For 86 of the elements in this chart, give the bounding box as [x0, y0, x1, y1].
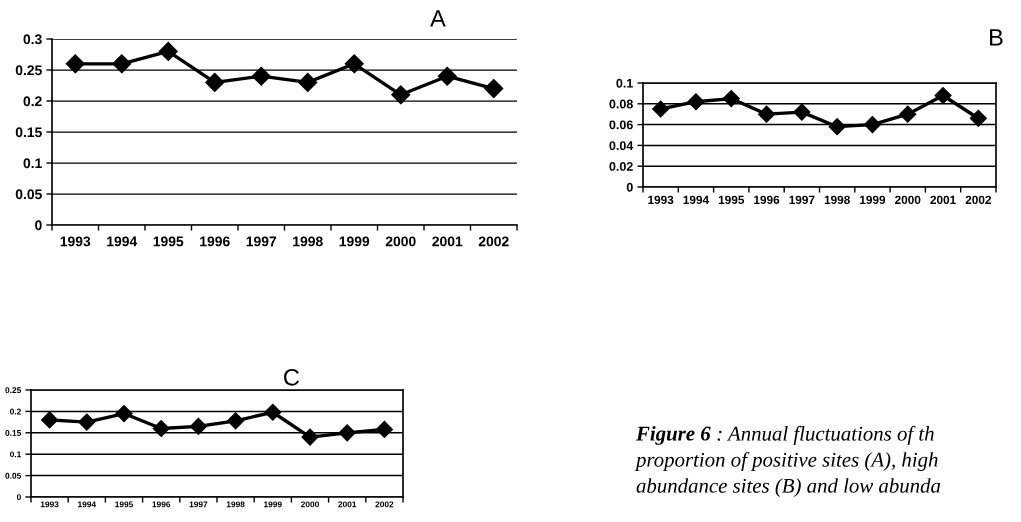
- x-tick-label: 1998: [226, 501, 245, 508]
- x-tick-label: 1998: [293, 236, 323, 247]
- y-tick-label: 0.2: [23, 96, 42, 107]
- point: [338, 424, 356, 442]
- y-tick-label: 0: [626, 182, 633, 192]
- text: : Annual fluctuations of th: [717, 425, 934, 445]
- chart-title: A: [430, 10, 446, 27]
- x-tick-label: 1996: [152, 501, 171, 508]
- x-tick-label: 2001: [930, 195, 956, 204]
- x-tick-label: 1993: [60, 236, 91, 247]
- point: [969, 109, 987, 127]
- x-tick-label: 2002: [478, 236, 509, 247]
- point: [115, 404, 133, 423]
- point: [65, 54, 85, 74]
- x-tick-label: 1995: [718, 195, 745, 204]
- point: [437, 66, 457, 86]
- y-tick-label: 0.1: [616, 78, 633, 88]
- chart-title: B: [990, 29, 1003, 46]
- point: [41, 411, 59, 429]
- x-tick-label: 1999: [264, 501, 282, 508]
- y-tick-label: 0.04: [609, 141, 634, 151]
- point: [205, 72, 225, 92]
- x-tick-label: 1999: [860, 195, 886, 204]
- x-tick-label: 1995: [153, 236, 184, 247]
- point: [264, 403, 282, 421]
- point: [301, 428, 319, 446]
- x-tick-label: 1997: [189, 501, 208, 508]
- y-tick-label: 0.1: [10, 451, 22, 458]
- y-tick-label: 0: [35, 220, 42, 231]
- x-tick-label: 1997: [789, 195, 815, 204]
- point: [375, 420, 393, 438]
- x-tick-label: 1994: [107, 236, 138, 247]
- x-tick-label: 1998: [824, 195, 850, 204]
- x-tick-label: 1993: [648, 195, 674, 205]
- y-tick-label: 0.25: [5, 387, 22, 394]
- x-tick-label: 1993: [40, 501, 59, 508]
- point: [863, 116, 882, 134]
- y-tick-label: 0.08: [609, 99, 633, 109]
- x-tick-label: 1995: [115, 501, 134, 508]
- x-tick-label: 1996: [754, 195, 780, 204]
- x-tick-label: 2002: [965, 195, 992, 204]
- text: abundance sites (B) and low abunda: [636, 478, 941, 498]
- x-tick-label: 2000: [895, 195, 921, 204]
- point: [251, 66, 271, 86]
- x-tick-label: 1997: [246, 236, 277, 247]
- point: [934, 86, 952, 105]
- y-tick-label: 0: [16, 494, 21, 501]
- point: [484, 79, 504, 99]
- x-tick-label: 2002: [375, 501, 394, 508]
- y-tick-label: 0.1: [23, 158, 42, 169]
- point: [722, 90, 740, 108]
- point: [152, 419, 170, 438]
- y-tick-label: 0.06: [609, 120, 633, 130]
- point: [391, 85, 411, 105]
- x-tick-label: 1999: [339, 236, 370, 247]
- point: [298, 72, 318, 92]
- point: [899, 105, 917, 123]
- point: [344, 54, 364, 74]
- caption: Figure 6: [635, 425, 711, 445]
- y-tick-label: 0.15: [15, 127, 42, 138]
- y-tick-label: 0.25: [15, 65, 42, 76]
- x-tick-label: 2001: [338, 501, 357, 508]
- point: [189, 417, 207, 435]
- point: [687, 93, 705, 111]
- y-tick-label: 0.05: [5, 472, 22, 479]
- y-tick-label: 0.15: [5, 430, 22, 436]
- x-tick-label: 1996: [200, 236, 230, 247]
- point: [112, 54, 132, 74]
- y-tick-label: 0.02: [609, 162, 633, 171]
- point: [757, 105, 776, 123]
- x-tick-label: 1994: [683, 195, 710, 204]
- point: [828, 118, 846, 136]
- y-tick-label: 0.3: [23, 34, 42, 45]
- point: [793, 103, 811, 121]
- x-tick-label: 2000: [301, 501, 319, 508]
- point: [158, 41, 178, 61]
- text: proportion of positive sites (A), high: [634, 451, 938, 472]
- chart-title: C: [284, 368, 300, 386]
- x-tick-label: 2000: [385, 236, 416, 247]
- point: [652, 100, 670, 118]
- y-tick-label: 0.05: [15, 189, 42, 200]
- point: [227, 412, 245, 430]
- x-tick-label: 1994: [78, 501, 97, 508]
- x-tick-label: 2001: [432, 236, 463, 247]
- y-tick-label: 0.2: [10, 408, 21, 415]
- point: [78, 413, 96, 431]
